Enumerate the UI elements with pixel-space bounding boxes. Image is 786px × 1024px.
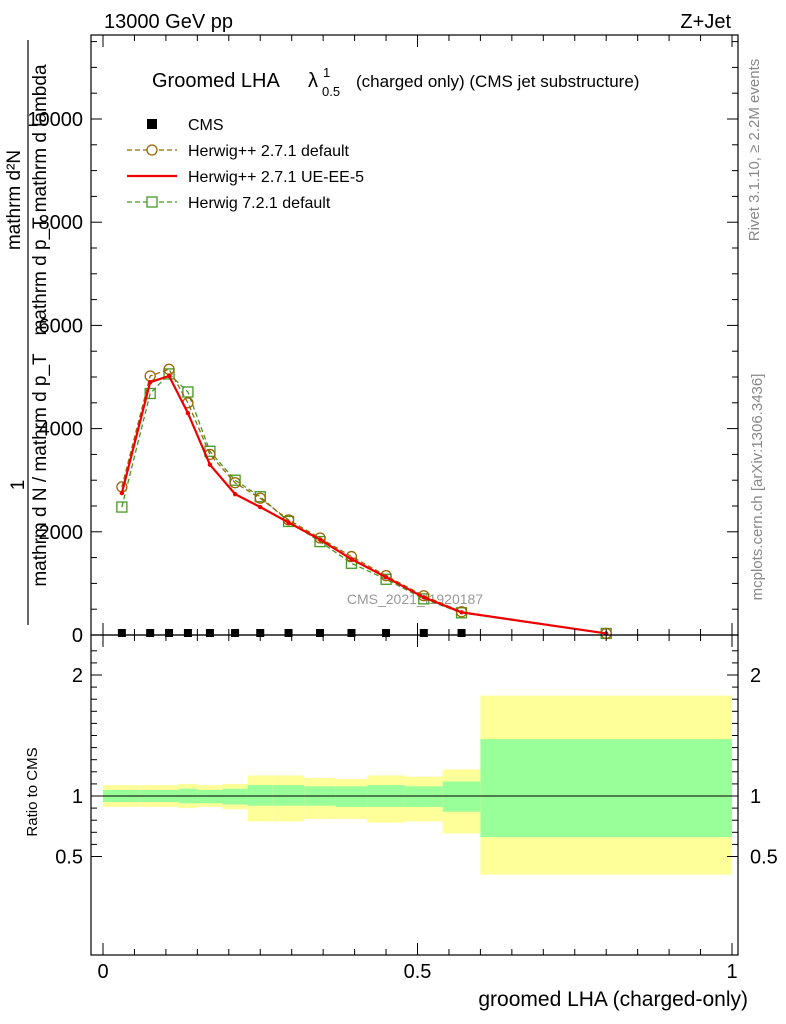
legend-label: Herwig++ 2.7.1 default: [188, 143, 350, 160]
series-line: [121, 368, 607, 635]
inner-band-bin: [272, 785, 305, 806]
main-ytick-label: 10000: [27, 109, 83, 131]
legend-swatch: [147, 119, 157, 129]
inner-band-bin: [335, 786, 368, 807]
data-point: [182, 386, 194, 398]
title-main: Groomed LHA: [152, 70, 280, 92]
ratio-ytick-label-right: 2: [750, 665, 761, 687]
data-point: [349, 556, 354, 562]
ratio-frame: [90, 634, 739, 956]
ratio-ylabel: Ratio to CMS: [24, 747, 41, 836]
chart-title: Groomed LHA λ 1 0.5 (charged only) (CMS …: [152, 65, 639, 99]
inner-band-bin: [247, 785, 273, 806]
data-point: [147, 379, 153, 385]
ratio-xtick-label: 0: [97, 961, 108, 983]
data-point: [207, 462, 213, 467]
data-point: [183, 629, 192, 637]
legend-label: Herwig 7.2.1 default: [188, 195, 331, 212]
inner-band-bin: [480, 739, 732, 838]
data-point: [258, 504, 263, 510]
data-point: [316, 629, 325, 637]
ratio-ytick-label: 0.5: [55, 847, 83, 869]
data-point: [231, 629, 240, 637]
data-point: [286, 520, 291, 525]
ratio-ytick-label: 1: [72, 786, 83, 808]
data-point: [254, 492, 266, 504]
x-axis-label: groomed LHA (charged-only): [478, 988, 748, 1011]
data-point: [421, 595, 426, 600]
legend: CMS Herwig++ 2.7.1 default Herwig++ 2.7.1 …: [127, 117, 364, 212]
legend-marker: [146, 144, 158, 156]
data-point: [455, 606, 468, 618]
legend-item: Herwig 7.2.1 default: [127, 195, 331, 212]
ylabel-denominator: mathrm d p_T mathrm d lambda: [30, 64, 51, 335]
ratio-ytick-label-right: 1: [750, 786, 761, 808]
title-lambda: λ: [308, 70, 318, 92]
data-point: [117, 629, 126, 637]
data-point: [457, 629, 466, 637]
ylabel-prefix-den: mathrm d N / mathrm d p_T: [30, 353, 51, 587]
data-point: [119, 490, 125, 496]
legend-label: CMS: [188, 117, 224, 134]
data-point: [165, 629, 174, 637]
data-point: [185, 410, 191, 416]
data-point: [347, 629, 356, 637]
main-ylabel: 1 mathrm d N / mathrm d p_T mathrm d²N m…: [4, 64, 51, 587]
data-point: [146, 629, 155, 637]
legend-item: CMS: [147, 117, 224, 134]
watermark: CMS_2021_I1920187: [347, 591, 483, 607]
inner-band-bin: [442, 781, 481, 812]
title-sup: 1: [323, 65, 330, 80]
process-label: Z+Jet: [680, 11, 731, 33]
main-ytick-label: 4000: [39, 419, 84, 441]
ratio-xtick-label: 1: [726, 961, 737, 983]
legend-item: Herwig++ 2.7.1 default: [127, 143, 350, 160]
ratio-ytick-label: 2: [72, 665, 83, 687]
title-suffix: (charged only) (CMS jet substructure): [356, 72, 639, 91]
ylabel-numerator: mathrm d²N: [4, 150, 25, 250]
main-ytick-label: 6000: [39, 315, 84, 337]
data-point: [317, 537, 323, 542]
ratio-xtick-label: 0.5: [404, 961, 432, 983]
main-series: [116, 363, 612, 640]
main-ytick-label: 8000: [39, 212, 84, 234]
title-sub: 0.5: [322, 84, 340, 99]
energy-label: 13000 GeV pp: [104, 11, 233, 33]
legend-item: Herwig++ 2.7.1 UE-EE-5: [127, 169, 364, 186]
series-line: [120, 374, 607, 635]
inner-band-bin: [197, 789, 223, 804]
axes: 0 2000 4000 6000 8000 10000 0 0.5 1 0.5 0.5 1 1 2 2: [27, 34, 778, 983]
data-point: [232, 491, 238, 497]
legend-marker: [146, 196, 158, 208]
data-point: [163, 368, 175, 380]
ratio-bands: [91, 695, 738, 875]
ratio-ytick-label-right: 0.5: [750, 847, 778, 869]
legend-label: Herwig++ 2.7.1 UE-EE-5: [188, 169, 364, 186]
data-point: [284, 629, 293, 637]
data-point: [205, 629, 214, 637]
ylabel-prefix-num: 1: [8, 480, 29, 491]
inner-band-bin: [222, 788, 248, 805]
data-point: [229, 477, 241, 489]
rivet-label: Rivet 3.1.10, ≥ 2.2M events: [746, 59, 763, 242]
inner-band-bin: [404, 786, 443, 807]
data-point: [419, 629, 428, 637]
main-ytick-label: 2000: [39, 522, 84, 544]
main-ytick-label: 0: [72, 625, 83, 647]
data-point: [116, 501, 128, 513]
data-point: [459, 610, 464, 615]
data-point: [383, 575, 389, 580]
data-point: [166, 373, 172, 379]
mcplots-label: mcplots.cern.ch [arXiv:1306.3436]: [749, 374, 766, 601]
